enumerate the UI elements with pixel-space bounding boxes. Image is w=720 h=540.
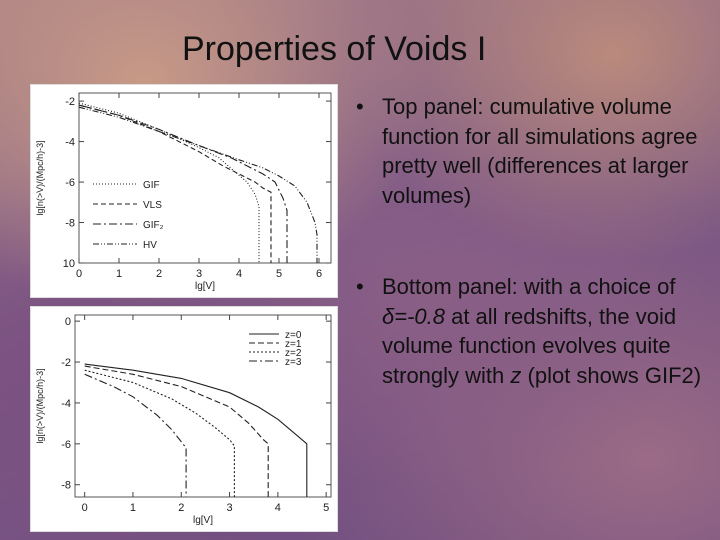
legend-label: z=0 xyxy=(285,330,302,341)
y-tick-label: 0 xyxy=(65,316,71,328)
bullet-text-part: at all redshifts, the void volume functi… xyxy=(382,303,677,388)
legend-label: z=3 xyxy=(285,357,302,368)
bullet-list: • Top panel: cumulative volume function … xyxy=(356,92,706,390)
plot-frame xyxy=(78,92,332,264)
x-tick-label: 1 xyxy=(130,502,136,514)
series-line-1 xyxy=(78,102,260,263)
bullet-dot-icon: • xyxy=(356,94,364,119)
y-tick-label: -8 xyxy=(61,480,71,492)
x-tick-label: 1 xyxy=(116,268,122,280)
x-tick-label: 0 xyxy=(82,502,88,514)
x-tick-label: 5 xyxy=(323,502,329,514)
x-tick-label: 6 xyxy=(316,268,322,280)
series-line-2 xyxy=(78,104,272,263)
legend-label: VLS xyxy=(143,200,162,211)
x-tick-label: 2 xyxy=(156,268,162,280)
y-tick-label: -6 xyxy=(61,439,71,451)
bottom-panel-chart: 0 1 2 3 4 5 0 -2 -4 -6 -8 lg[V] lg[n(>V)/(Mpc/h)-3] z… xyxy=(30,306,338,532)
y-tick-label: -2 xyxy=(61,357,71,369)
y-axis-label: lg[n(>V)/(Mpc/h)-3] xyxy=(35,140,45,215)
x-tick-label: 4 xyxy=(236,268,242,280)
series-line-4 xyxy=(78,106,318,263)
legend-label: GIF xyxy=(143,180,160,191)
legend-label: z=2 xyxy=(285,348,302,359)
top-chart-svg: 0 1 2 3 4 5 6 -2 -4 -6 -8 10 lg[V] lg[n(>V)/(Mpc/h)-3… xyxy=(35,92,332,292)
x-axis-label: lg[V] xyxy=(193,515,213,526)
bullet-text-part-italic: z xyxy=(510,362,522,388)
y-tick-label: 10 xyxy=(63,258,75,270)
top-panel-chart: 0 1 2 3 4 5 6 -2 -4 -6 -8 10 lg[V] lg[n(>V)/(Mpc/h)-3… xyxy=(30,84,338,298)
slide-title: Properties of Voids I xyxy=(182,30,487,68)
y-tick-label: -4 xyxy=(61,398,71,410)
x-tick-label: 0 xyxy=(76,268,82,280)
x-tick-label: 2 xyxy=(178,502,184,514)
series-line-1 xyxy=(84,363,308,497)
y-tick-label: -4 xyxy=(65,137,75,149)
bullet-item-bottom-panel: • Bottom panel: with a choice of δ=-0.8 … xyxy=(356,272,706,390)
bottom-chart-svg: 0 1 2 3 4 5 0 -2 -4 -6 -8 lg[V] lg[n(>V)/(Mpc/h)-3] z… xyxy=(35,314,332,526)
bullet-text-part-italic: δ=-0.8 xyxy=(382,303,445,329)
series-line-3 xyxy=(84,369,235,497)
bullet-text-part: (plot shows GIF2) xyxy=(521,362,702,388)
bullet-text: Top panel: cumulative volume function fo… xyxy=(382,94,698,208)
plot-frame xyxy=(74,314,332,498)
bullet-text-part: Bottom panel: with a choice of xyxy=(382,274,676,299)
series-line-3 xyxy=(78,104,288,263)
x-axis-label: lg[V] xyxy=(195,281,215,292)
y-axis-label: lg[n(>V)/(Mpc/h)-3] xyxy=(35,368,45,443)
y-tick-label: -8 xyxy=(65,218,75,230)
legend-label: GIF₂ xyxy=(143,220,164,231)
legend-label: HV xyxy=(143,240,157,251)
legend-label: z=1 xyxy=(285,339,302,350)
x-tick-label: 4 xyxy=(275,502,281,514)
x-tick-label: 5 xyxy=(276,268,282,280)
series-line-4 xyxy=(84,373,187,497)
bullet-item-top-panel: • Top panel: cumulative volume function … xyxy=(356,92,706,210)
x-tick-label: 3 xyxy=(196,268,202,280)
y-tick-label: -6 xyxy=(65,177,75,189)
bullet-dot-icon: • xyxy=(356,274,364,299)
x-tick-label: 3 xyxy=(227,502,233,514)
series-line-2 xyxy=(84,365,269,497)
y-tick-label: -2 xyxy=(65,96,75,108)
